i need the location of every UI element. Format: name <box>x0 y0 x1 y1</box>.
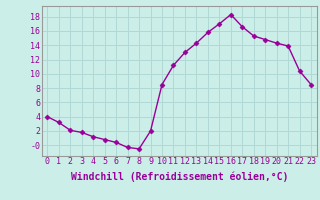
X-axis label: Windchill (Refroidissement éolien,°C): Windchill (Refroidissement éolien,°C) <box>70 172 288 182</box>
